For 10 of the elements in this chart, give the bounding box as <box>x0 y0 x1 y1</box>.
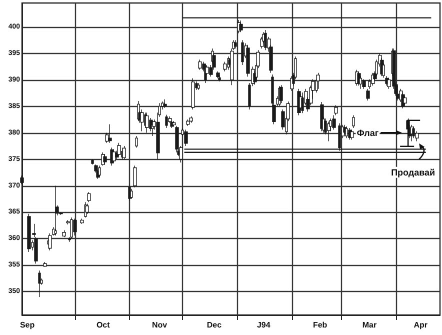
annotation: Продавай <box>391 167 436 178</box>
x-tick-label: Apr <box>414 320 428 330</box>
x-tick-label: Mar <box>362 320 377 330</box>
annotation: Флаг <box>356 128 379 138</box>
x-tick-label: J94 <box>256 320 271 330</box>
x-tick-label: Dec <box>206 320 222 330</box>
x-tick-label: Feb <box>312 320 328 330</box>
x-tick-label: Oct <box>96 320 110 330</box>
x-tick-label: Nov <box>152 320 168 330</box>
x-tick-label: Sep <box>20 320 35 330</box>
